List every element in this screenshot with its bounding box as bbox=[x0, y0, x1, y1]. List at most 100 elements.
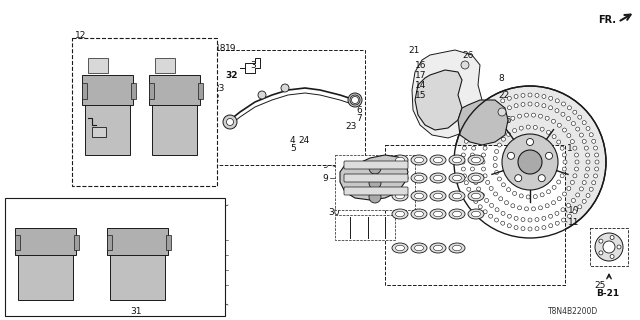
Ellipse shape bbox=[430, 173, 446, 183]
Circle shape bbox=[486, 180, 490, 184]
Circle shape bbox=[555, 211, 559, 215]
Circle shape bbox=[584, 146, 588, 150]
Circle shape bbox=[521, 218, 525, 221]
Circle shape bbox=[498, 108, 506, 116]
Circle shape bbox=[584, 174, 588, 178]
FancyBboxPatch shape bbox=[74, 235, 79, 250]
Circle shape bbox=[493, 128, 497, 132]
Circle shape bbox=[556, 99, 559, 103]
Ellipse shape bbox=[468, 173, 484, 183]
Ellipse shape bbox=[411, 209, 427, 219]
Text: 30: 30 bbox=[328, 207, 339, 217]
Circle shape bbox=[548, 106, 552, 110]
Circle shape bbox=[593, 174, 598, 178]
Circle shape bbox=[567, 133, 571, 138]
Circle shape bbox=[576, 127, 580, 131]
Ellipse shape bbox=[396, 193, 404, 199]
Circle shape bbox=[488, 106, 493, 110]
Polygon shape bbox=[415, 70, 462, 130]
Circle shape bbox=[508, 214, 511, 218]
Ellipse shape bbox=[433, 175, 442, 181]
Text: 22: 22 bbox=[498, 91, 509, 100]
Ellipse shape bbox=[452, 245, 461, 251]
Circle shape bbox=[507, 188, 511, 192]
Text: T8N4B2200D: T8N4B2200D bbox=[548, 308, 598, 316]
Circle shape bbox=[542, 104, 546, 108]
Circle shape bbox=[570, 180, 574, 184]
Circle shape bbox=[538, 175, 545, 182]
Text: 21: 21 bbox=[408, 45, 419, 54]
FancyBboxPatch shape bbox=[590, 228, 628, 266]
Circle shape bbox=[545, 116, 549, 120]
Circle shape bbox=[223, 115, 237, 129]
Ellipse shape bbox=[396, 175, 404, 181]
Circle shape bbox=[521, 93, 525, 97]
Circle shape bbox=[579, 187, 583, 191]
Ellipse shape bbox=[468, 191, 484, 201]
Circle shape bbox=[493, 164, 497, 168]
Text: 17: 17 bbox=[415, 70, 426, 79]
FancyBboxPatch shape bbox=[149, 83, 154, 99]
Ellipse shape bbox=[415, 175, 424, 181]
Ellipse shape bbox=[472, 157, 481, 163]
Circle shape bbox=[563, 192, 566, 196]
Polygon shape bbox=[458, 100, 508, 145]
Circle shape bbox=[351, 97, 358, 103]
Circle shape bbox=[563, 128, 566, 132]
Circle shape bbox=[464, 181, 468, 185]
Circle shape bbox=[504, 119, 509, 123]
Circle shape bbox=[502, 137, 506, 141]
Circle shape bbox=[470, 194, 474, 197]
Circle shape bbox=[563, 167, 566, 171]
FancyBboxPatch shape bbox=[210, 50, 365, 165]
Circle shape bbox=[511, 204, 515, 208]
Circle shape bbox=[258, 91, 266, 99]
Circle shape bbox=[495, 218, 499, 222]
Circle shape bbox=[528, 102, 532, 106]
Circle shape bbox=[592, 139, 596, 143]
Circle shape bbox=[535, 93, 539, 97]
Ellipse shape bbox=[468, 209, 484, 219]
Circle shape bbox=[481, 153, 486, 157]
Circle shape bbox=[617, 245, 621, 249]
Text: 10: 10 bbox=[568, 205, 579, 214]
Circle shape bbox=[586, 160, 590, 164]
Circle shape bbox=[454, 86, 606, 238]
FancyBboxPatch shape bbox=[15, 235, 20, 250]
Circle shape bbox=[474, 121, 478, 124]
FancyBboxPatch shape bbox=[110, 253, 165, 300]
Circle shape bbox=[595, 160, 599, 164]
Circle shape bbox=[586, 167, 589, 171]
Polygon shape bbox=[340, 155, 408, 200]
Circle shape bbox=[547, 190, 550, 194]
Circle shape bbox=[488, 214, 493, 218]
Circle shape bbox=[595, 153, 598, 157]
Circle shape bbox=[545, 152, 552, 159]
FancyBboxPatch shape bbox=[149, 75, 200, 105]
Text: B-21: B-21 bbox=[596, 290, 619, 299]
Circle shape bbox=[568, 214, 572, 218]
Circle shape bbox=[477, 133, 481, 137]
Text: 9: 9 bbox=[322, 161, 328, 170]
Circle shape bbox=[603, 241, 615, 253]
Circle shape bbox=[548, 224, 553, 228]
Circle shape bbox=[595, 233, 623, 261]
Circle shape bbox=[461, 167, 465, 171]
Circle shape bbox=[566, 204, 570, 207]
Circle shape bbox=[500, 221, 505, 225]
FancyBboxPatch shape bbox=[335, 155, 415, 210]
Text: 7: 7 bbox=[356, 114, 362, 123]
Circle shape bbox=[572, 122, 575, 125]
Ellipse shape bbox=[392, 173, 408, 183]
Circle shape bbox=[495, 171, 499, 174]
Circle shape bbox=[557, 180, 561, 184]
FancyBboxPatch shape bbox=[385, 145, 565, 285]
Ellipse shape bbox=[396, 157, 404, 163]
Circle shape bbox=[461, 61, 469, 69]
Circle shape bbox=[508, 96, 511, 100]
FancyBboxPatch shape bbox=[18, 253, 73, 300]
FancyBboxPatch shape bbox=[131, 83, 136, 99]
Ellipse shape bbox=[452, 157, 461, 163]
Circle shape bbox=[586, 153, 589, 157]
Ellipse shape bbox=[392, 209, 408, 219]
